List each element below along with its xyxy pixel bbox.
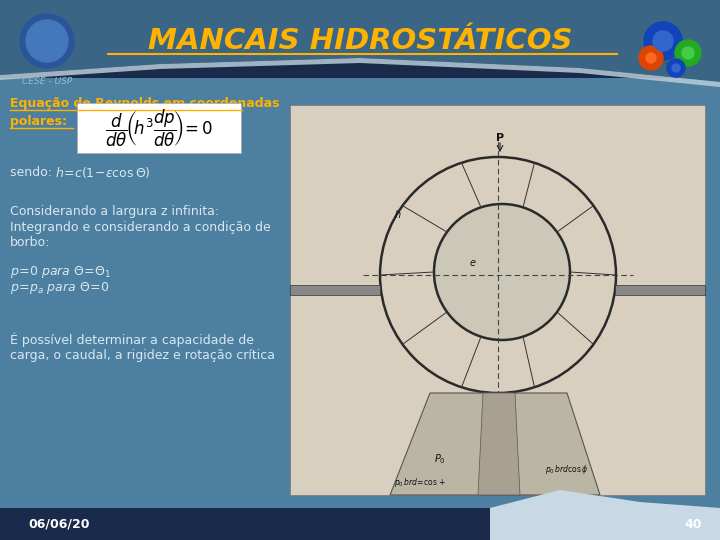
- Polygon shape: [290, 285, 380, 295]
- Text: P: P: [496, 133, 504, 143]
- Text: polares:: polares:: [10, 114, 67, 127]
- Circle shape: [653, 31, 673, 51]
- Polygon shape: [390, 393, 600, 495]
- Text: $p_0\,brd\!=\!\cos+$: $p_0\,brd\!=\!\cos+$: [394, 476, 446, 489]
- Text: $p\!=\!0$ para $\Theta\!=\!\Theta_1$: $p\!=\!0$ para $\Theta\!=\!\Theta_1$: [10, 264, 112, 280]
- Circle shape: [667, 59, 685, 77]
- Text: $p\!=\!p_a$ para $\Theta\!=\!0$: $p\!=\!p_a$ para $\Theta\!=\!0$: [10, 280, 109, 296]
- Circle shape: [20, 14, 74, 68]
- PathPatch shape: [0, 58, 720, 87]
- Polygon shape: [0, 0, 720, 78]
- Polygon shape: [615, 285, 705, 295]
- Text: É possível determinar a capacidade de: É possível determinar a capacidade de: [10, 333, 254, 347]
- Text: e: e: [470, 258, 476, 268]
- Circle shape: [644, 22, 682, 60]
- FancyBboxPatch shape: [0, 508, 720, 540]
- Circle shape: [639, 46, 663, 70]
- Text: 06/06/20: 06/06/20: [28, 517, 89, 530]
- Text: sendo:: sendo:: [10, 165, 56, 179]
- Circle shape: [646, 53, 656, 63]
- Polygon shape: [478, 393, 520, 495]
- PathPatch shape: [490, 490, 720, 540]
- Circle shape: [435, 205, 569, 339]
- Text: 40: 40: [684, 517, 702, 530]
- Text: $P_0$: $P_0$: [434, 452, 446, 466]
- Text: MANCAIS HIDROSTÁTICOS: MANCAIS HIDROSTÁTICOS: [148, 27, 572, 55]
- Text: $\dfrac{d}{d\theta}\!\left(\!h^3\dfrac{dp}{d\theta}\!\right)\!=0$: $\dfrac{d}{d\theta}\!\left(\!h^3\dfrac{d…: [105, 107, 213, 148]
- Text: Integrando e considerando a condição de: Integrando e considerando a condição de: [10, 220, 271, 233]
- Circle shape: [672, 64, 680, 72]
- Text: $h\!=\!c(1\!-\!\varepsilon\cos\Theta)$: $h\!=\!c(1\!-\!\varepsilon\cos\Theta)$: [55, 165, 150, 179]
- PathPatch shape: [0, 0, 720, 82]
- Circle shape: [675, 40, 701, 66]
- Text: carga, o caudal, a rigidez e rotação crítica: carga, o caudal, a rigidez e rotação crí…: [10, 348, 275, 361]
- FancyBboxPatch shape: [77, 103, 241, 153]
- Text: Equação de Reynolds em coordenadas: Equação de Reynolds em coordenadas: [10, 97, 279, 110]
- Text: $p_0\,brd\cos\phi$: $p_0\,brd\cos\phi$: [545, 463, 589, 476]
- Circle shape: [682, 47, 694, 59]
- Text: CESE - USP: CESE - USP: [22, 78, 72, 86]
- Text: Considerando a largura z infinita:: Considerando a largura z infinita:: [10, 206, 219, 219]
- Circle shape: [26, 20, 68, 62]
- Text: borbo:: borbo:: [10, 235, 50, 248]
- Text: h: h: [395, 210, 401, 220]
- FancyBboxPatch shape: [290, 105, 705, 495]
